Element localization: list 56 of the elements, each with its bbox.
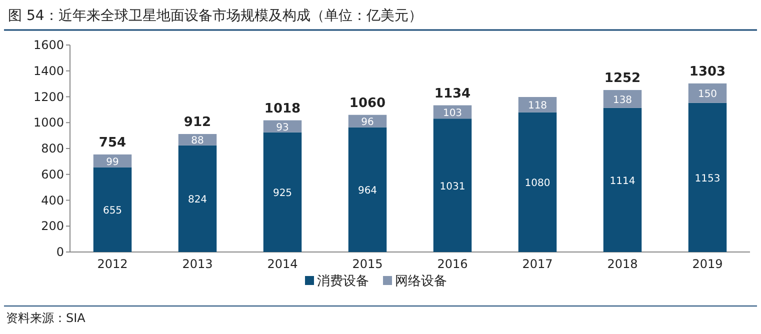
bar xyxy=(93,154,132,168)
bar xyxy=(603,90,642,108)
total-label: 912 xyxy=(184,115,212,130)
legend-label: 网络设备 xyxy=(395,274,447,289)
data-label: 1153 xyxy=(694,173,720,184)
x-tick-label: 2018 xyxy=(607,257,638,271)
total-label: 1303 xyxy=(689,64,726,80)
bar xyxy=(518,97,557,112)
x-tick-label: 2013 xyxy=(182,257,213,271)
bar xyxy=(518,112,557,252)
y-tick-label: 800 xyxy=(41,142,64,156)
text: 资料来源：SIA xyxy=(6,311,86,325)
x-tick-label: 2016 xyxy=(437,257,468,271)
data-label: 655 xyxy=(102,206,122,217)
y-tick-label: 1400 xyxy=(33,64,64,78)
data-label: 1114 xyxy=(610,176,636,187)
x-tick-label: 2012 xyxy=(97,257,128,271)
data-label: 1080 xyxy=(524,178,550,190)
y-tick-label: 1200 xyxy=(33,90,64,104)
data-label: 96 xyxy=(361,117,374,128)
y-tick-label: 200 xyxy=(41,219,64,234)
legend-label: 消费设备 xyxy=(317,274,369,289)
chart-title: 图 54：近年来全球卫星地面设备市场规模及构成（单位：亿美元） xyxy=(8,8,422,24)
bar xyxy=(603,108,642,252)
data-label: 138 xyxy=(612,94,632,106)
y-tick-label: 1000 xyxy=(33,116,64,130)
x-tick-label: 2017 xyxy=(522,257,553,271)
bar xyxy=(688,102,727,252)
y-tick-label: 400 xyxy=(41,193,64,208)
bar xyxy=(688,83,727,103)
total-label: 754 xyxy=(98,135,126,150)
data-label: 118 xyxy=(528,100,548,112)
data-label: 150 xyxy=(698,89,718,100)
data-label: 824 xyxy=(188,194,208,206)
x-tick-label: 2015 xyxy=(352,257,383,271)
data-label: 103 xyxy=(442,108,462,119)
data-label: 88 xyxy=(191,136,204,147)
x-tick-label: 2019 xyxy=(692,257,723,271)
bar xyxy=(263,132,302,252)
y-tick-label: 0 xyxy=(56,245,64,259)
total-label: 1252 xyxy=(604,71,641,86)
data-label: 925 xyxy=(272,188,292,200)
data-label: 964 xyxy=(358,186,378,197)
x-tick-label: 2014 xyxy=(267,257,298,271)
total-label: 1018 xyxy=(264,101,301,116)
data-label: 99 xyxy=(106,156,119,168)
bar xyxy=(433,118,472,252)
data-label: 93 xyxy=(276,122,289,134)
data-label: 1031 xyxy=(440,181,466,192)
bar xyxy=(93,167,132,252)
total-label: 1134 xyxy=(434,86,471,102)
total-label: 1060 xyxy=(349,96,386,111)
y-tick-label: 600 xyxy=(41,167,64,182)
y-tick-label: 1600 xyxy=(33,38,64,52)
bar xyxy=(178,145,217,252)
bar xyxy=(348,127,387,252)
